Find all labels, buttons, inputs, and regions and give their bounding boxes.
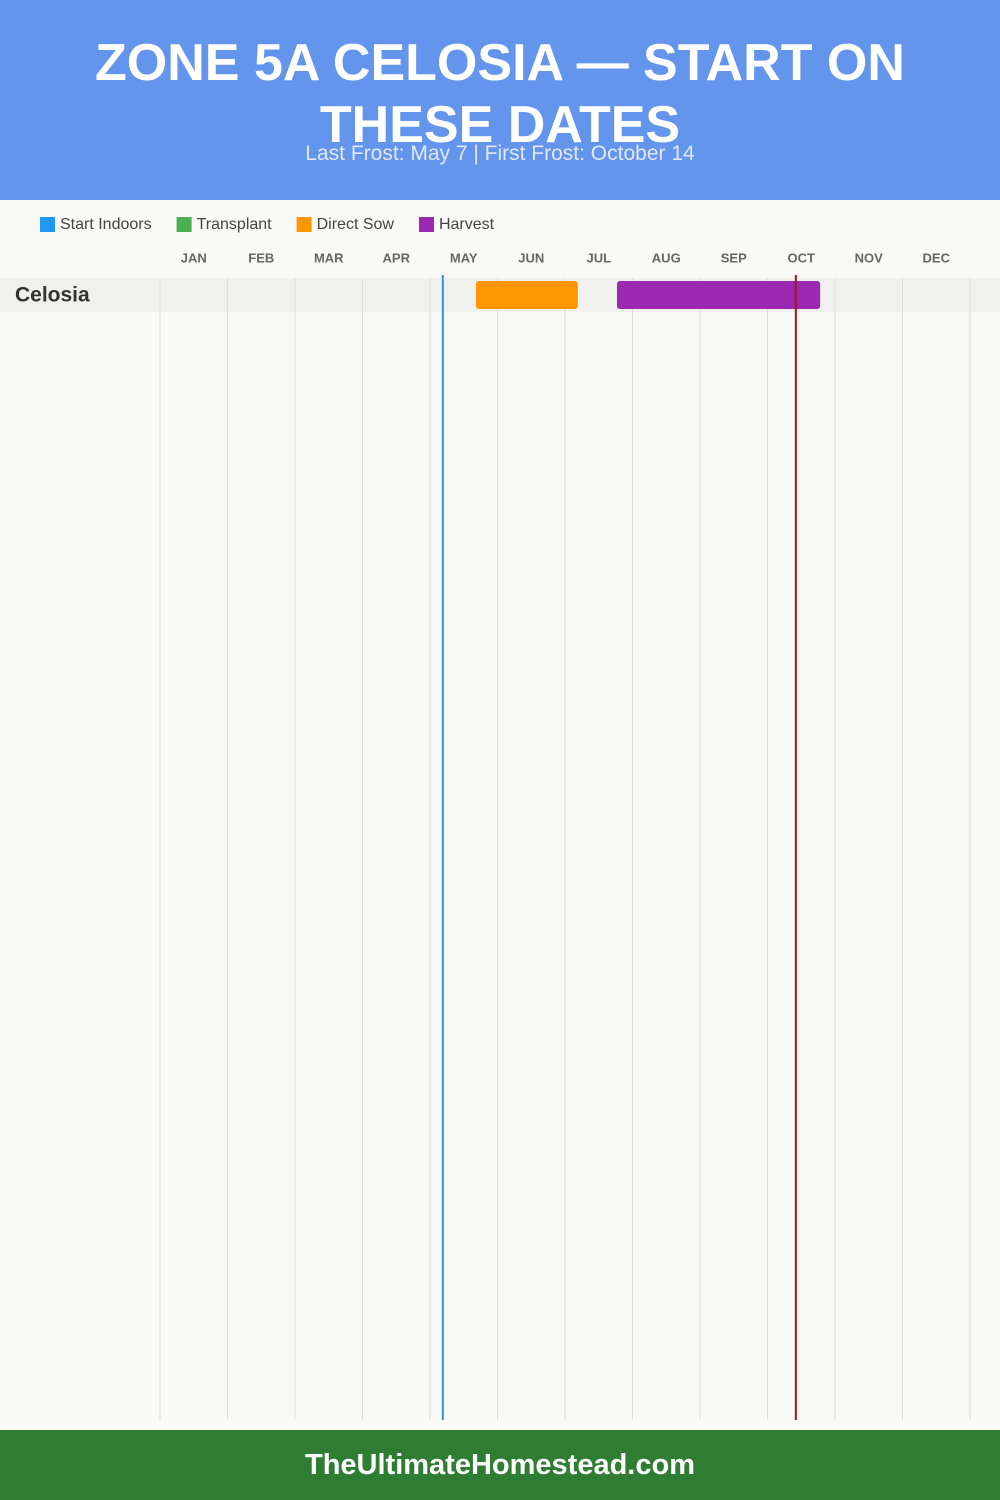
month-label: SEP <box>721 250 747 265</box>
month-label: OCT <box>788 250 816 265</box>
title: ZONE 5A CELOSIA — START ON THESE DATES <box>95 34 905 154</box>
chart: Start Indoors Transplant Direct Sow Harvest… <box>0 216 1000 1420</box>
month-label: NOV <box>855 250 884 265</box>
legend-swatch <box>40 217 55 232</box>
month-label: JUL <box>586 250 611 265</box>
month-label: DEC <box>923 250 951 265</box>
legend-swatch <box>176 217 192 232</box>
legend-label: Direct Sow <box>317 216 395 233</box>
legend-swatch <box>418 217 434 232</box>
month-label: MAR <box>314 250 344 265</box>
legend-swatch <box>296 217 312 232</box>
legend-label: Start Indoors <box>60 216 152 233</box>
row-label: Celosia <box>15 284 90 307</box>
month-label: MAY <box>450 250 478 265</box>
footer: TheUltimateHomestead.com <box>0 1430 1000 1500</box>
month-label: JAN <box>181 250 207 265</box>
legend-label: Harvest <box>439 216 495 233</box>
month-label: FEB <box>248 250 274 265</box>
subtitle: Last Frost: May 7 | First Frost: October… <box>305 142 695 165</box>
month-label: APR <box>383 250 411 265</box>
bar <box>616 281 821 309</box>
month-label: JUN <box>518 250 544 265</box>
bar <box>475 281 578 309</box>
month-label: AUG <box>652 250 681 265</box>
header: ZONE 5A CELOSIA — START ON THESE DATES L… <box>0 0 1000 200</box>
legend-label: Transplant <box>197 216 273 233</box>
